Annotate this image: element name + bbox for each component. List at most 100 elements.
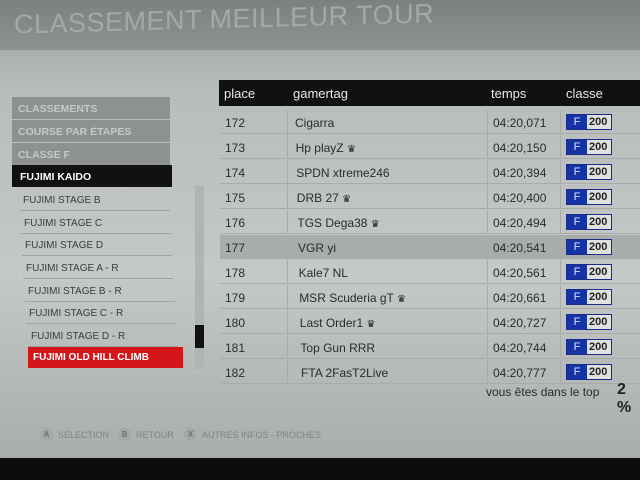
table-row[interactable]: 173 Hp playZ ♛ 04:20,150 F 200	[220, 135, 640, 159]
table-row[interactable]: 181 Top Gun RRR 04:20,744 F 200	[220, 335, 640, 359]
gamertag: VGR yi	[298, 241, 337, 255]
class-letter: F	[567, 240, 587, 254]
table-row[interactable]: 176 TGS Dega38 ♛ 04:20,494 F 200	[220, 210, 640, 234]
divider	[287, 285, 288, 309]
divider	[287, 210, 288, 234]
time-cell: 04:20,394	[493, 166, 547, 180]
gamertag: MSR Scuderia gT	[299, 291, 394, 305]
breadcrumb-course-par-etapes[interactable]: COURSE PAR ÉTAPES	[12, 120, 170, 142]
menu-item[interactable]: FUJIMI STAGE A - R	[23, 257, 173, 279]
back-hint[interactable]: B RETOUR	[118, 428, 174, 441]
class-badge: F 200	[566, 314, 612, 330]
place-cell: 172	[225, 116, 246, 130]
menu-item[interactable]: FUJIMI STAGE B - R	[25, 280, 175, 302]
divider	[487, 360, 488, 384]
time-cell: 04:20,661	[493, 291, 547, 305]
class-pi: 200	[589, 166, 608, 178]
menu-item[interactable]: FUJIMI STAGE D	[22, 234, 172, 256]
gamertag: Cigarra	[295, 116, 335, 130]
b-button-icon: B	[118, 428, 131, 441]
divider	[487, 285, 488, 309]
class-badge: F 200	[566, 114, 612, 130]
divider	[487, 235, 488, 259]
class-letter: F	[567, 215, 587, 229]
select-label: SÉLECTION	[58, 429, 110, 440]
table-row[interactable]: 175 DRB 27 ♛ 04:20,400 F 200	[220, 185, 640, 209]
class-badge: F 200	[566, 264, 612, 280]
class-letter: F	[567, 190, 587, 204]
class-pi: 200	[589, 366, 608, 378]
scrollbar[interactable]	[195, 185, 204, 370]
class-badge: F 200	[566, 214, 612, 230]
class-letter: F	[567, 315, 587, 329]
place-cell: 174	[225, 166, 246, 180]
menu-item[interactable]: FUJIMI STAGE C - R	[26, 302, 176, 324]
place-cell: 177	[225, 241, 246, 255]
select-hint[interactable]: A SÉLECTION	[40, 428, 109, 441]
menu-selected-track[interactable]: FUJIMI KAIDO	[12, 165, 172, 187]
divider	[487, 335, 488, 359]
crown-icon: ♛	[342, 194, 352, 205]
divider	[560, 160, 561, 184]
place-cell: 173	[225, 141, 246, 155]
time-cell: 04:20,561	[493, 266, 547, 280]
more-info-hint[interactable]: X AUTRES INFOS - PROCHES	[184, 428, 321, 441]
class-badge: F 200	[566, 364, 612, 380]
place-cell: 180	[225, 316, 246, 330]
class-pi: 200	[589, 241, 608, 253]
table-row[interactable]: 180 Last Order1 ♛ 04:20,727 F 200	[220, 310, 640, 334]
divider	[560, 210, 561, 234]
breadcrumb-classe-f[interactable]: CLASSE F	[12, 143, 170, 165]
menu-item[interactable]: FUJIMI STAGE B	[20, 189, 170, 211]
scrollbar-thumb[interactable]	[195, 325, 204, 348]
gamertag-cell: SPDN xtreme246	[296, 166, 389, 180]
table-row[interactable]: 174 SPDN xtreme246 04:20,394 F 200	[220, 160, 640, 184]
divider	[487, 260, 488, 284]
class-badge: F 200	[566, 339, 612, 355]
gamertag-cell: Top Gun RRR	[300, 341, 375, 355]
table-row[interactable]: 182 FTA 2FasT2Live 04:20,777 F 200	[220, 360, 640, 384]
top-percent-label: vous êtes dans le top	[486, 385, 600, 399]
gamertag: Last Order1	[299, 316, 364, 330]
menu-item[interactable]: FUJIMI STAGE D - R	[28, 325, 178, 347]
time-cell: 04:20,071	[493, 116, 547, 130]
gamertag: TGS Dega38	[297, 216, 368, 230]
gamertag: Kale7 NL	[298, 266, 348, 280]
time-cell: 04:20,494	[493, 216, 547, 230]
class-letter: F	[567, 290, 587, 304]
crown-icon: ♛	[397, 294, 406, 305]
menu-item[interactable]: FUJIMI STAGE C	[21, 212, 171, 234]
divider	[287, 185, 288, 209]
page-title: CLASSEMENT MEILLEUR TOUR	[14, 0, 435, 40]
place-cell: 179	[225, 291, 246, 305]
title-band: CLASSEMENT MEILLEUR TOUR	[0, 0, 640, 50]
table-row[interactable]: 172 Cigarra 04:20,071 F 200	[220, 110, 640, 134]
divider	[560, 285, 561, 309]
divider	[487, 210, 488, 234]
breadcrumb-classements[interactable]: CLASSEMENTS	[12, 97, 170, 119]
table-row[interactable]: 177 VGR yi 04:20,541 F 200	[220, 235, 640, 259]
menu-item-active[interactable]: FUJIMI OLD HILL CLIMB	[28, 347, 183, 368]
divider	[560, 135, 561, 159]
class-pi: 200	[589, 316, 608, 328]
crown-icon: ♛	[366, 319, 376, 330]
class-pi: 200	[589, 266, 608, 278]
place-cell: 182	[225, 366, 246, 380]
col-place: place	[224, 86, 256, 101]
time-cell: 04:20,541	[493, 241, 547, 255]
table-row[interactable]: 179 MSR Scuderia gT ♛ 04:20,661 F 200	[220, 285, 640, 309]
top-percent-value: 2 %	[617, 381, 632, 416]
class-pi: 200	[589, 141, 608, 153]
class-badge: F 200	[566, 164, 612, 180]
table-row[interactable]: 178 Kale7 NL 04:20,561 F 200	[220, 260, 640, 284]
class-letter: F	[567, 165, 587, 179]
class-badge: F 200	[566, 239, 612, 255]
class-letter: F	[567, 140, 587, 154]
place-cell: 181	[225, 341, 246, 355]
gamertag-cell: MSR Scuderia gT ♛	[299, 291, 406, 305]
time-cell: 04:20,150	[493, 141, 547, 155]
divider	[487, 310, 488, 334]
gamertag: DRB 27	[296, 191, 339, 205]
class-pi: 200	[589, 191, 608, 203]
divider	[560, 310, 561, 334]
